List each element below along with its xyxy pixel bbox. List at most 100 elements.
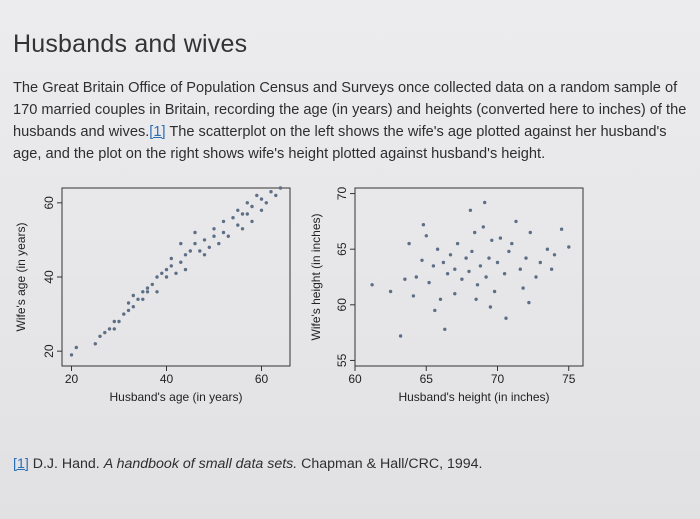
right-data-point: [411, 294, 416, 298]
left-data-point: [69, 353, 74, 357]
right-xtick-label: 70: [491, 372, 505, 386]
footnote-publisher: Chapman & Hall/CRC, 1994.: [297, 456, 483, 472]
right-data-point: [534, 275, 538, 279]
right-data-point: [527, 300, 531, 305]
right-data-point: [549, 267, 554, 271]
left-data-point: [221, 230, 226, 235]
left-ytick-label: 40: [42, 270, 56, 284]
left-data-point: [240, 212, 245, 216]
right-data-point: [528, 230, 532, 235]
right-ytick-label: 65: [335, 242, 349, 256]
left-data-point: [141, 297, 145, 301]
left-data-point: [193, 241, 197, 246]
left-data-point: [250, 219, 254, 224]
right-ytick-label: 70: [335, 187, 349, 201]
height-x-axis-label: Husband's height (in inches): [398, 390, 549, 404]
right-data-point: [370, 283, 374, 287]
left-data-point: [164, 275, 169, 279]
left-data-point: [126, 308, 131, 313]
right-data-point: [464, 256, 468, 260]
right-ytick-label: 60: [335, 298, 349, 312]
left-data-point: [245, 212, 249, 216]
left-data-point: [236, 208, 240, 212]
left-data-point: [93, 342, 98, 346]
page-title: Husbands and wives: [13, 30, 248, 58]
left-data-point: [183, 267, 188, 272]
right-data-point: [414, 275, 418, 279]
right-data-point: [567, 245, 571, 249]
left-data-point: [179, 241, 183, 246]
footnote-author: D.J. Hand.: [28, 456, 104, 472]
right-data-point: [448, 253, 453, 257]
left-data-point: [126, 301, 131, 305]
left-data-point: [103, 330, 107, 335]
left-data-point: [112, 319, 117, 324]
age-x-axis: 20 40 60: [65, 366, 268, 386]
left-data-point: [202, 253, 207, 257]
left-data-point: [136, 297, 140, 301]
left-data-point: [278, 186, 283, 190]
right-data-point: [502, 272, 507, 276]
right-data-point: [403, 277, 407, 281]
right-data-point: [488, 305, 493, 309]
left-data-point: [107, 327, 112, 331]
right-data-point: [427, 280, 431, 285]
footnote-ref-link[interactable]: [1]: [13, 456, 29, 472]
age-points: [69, 186, 283, 357]
left-data-point: [131, 305, 135, 309]
height-y-axis-label: Wife's height (in inches): [309, 213, 323, 340]
left-data-point: [250, 204, 254, 209]
left-data-point: [259, 197, 264, 201]
height-scatterplot: 55 60 65 70 60 65 70 75 Husband's height (in i…: [309, 187, 584, 404]
left-data-point: [98, 334, 102, 338]
left-data-point: [269, 190, 273, 194]
right-data-point: [470, 249, 474, 254]
left-data-point: [155, 275, 159, 279]
height-plot-frame: [354, 187, 584, 367]
right-data-point: [514, 219, 518, 224]
left-data-point: [164, 267, 169, 272]
height-y-axis: 55 60 65 70: [335, 187, 355, 367]
right-data-point: [492, 289, 497, 294]
right-data-point: [475, 283, 480, 287]
right-data-point: [398, 334, 403, 338]
left-data-point: [217, 241, 221, 246]
right-ytick-label: 55: [335, 353, 349, 367]
right-data-point: [498, 236, 503, 240]
left-data-point: [274, 193, 278, 198]
left-data-point: [112, 327, 117, 331]
left-data-point: [264, 201, 268, 205]
left-ytick-label: 20: [42, 344, 56, 358]
right-data-point: [559, 227, 564, 231]
height-x-axis: 60 65 70 75: [348, 366, 576, 386]
left-data-point: [131, 293, 135, 298]
right-data-point: [552, 253, 557, 257]
left-data-point: [169, 264, 173, 268]
right-data-point: [433, 308, 437, 313]
right-data-point: [521, 286, 525, 290]
age-y-axis: 20 40 60: [42, 196, 62, 358]
right-data-point: [484, 275, 488, 279]
left-data-point: [255, 193, 259, 198]
age-scatterplot: 20 40 60 20 40 60 Husband's age (in years) W…: [14, 186, 291, 404]
left-ytick-label: 60: [42, 196, 56, 210]
right-data-point: [474, 297, 478, 301]
left-data-point: [145, 290, 150, 294]
left-data-point: [188, 249, 192, 253]
left-data-point: [150, 282, 154, 287]
right-data-point: [424, 234, 428, 238]
left-data-point: [245, 201, 249, 205]
intro-footnote-link[interactable]: [1]: [149, 124, 166, 140]
right-data-point: [518, 267, 522, 271]
right-data-point: [441, 260, 446, 265]
right-data-point: [495, 260, 500, 265]
left-data-point: [117, 319, 121, 324]
right-data-point: [473, 230, 477, 235]
left-data-point: [174, 271, 178, 275]
right-data-point: [407, 241, 411, 246]
left-data-point: [74, 345, 79, 350]
right-data-point: [443, 327, 447, 331]
right-data-point: [504, 316, 508, 320]
right-data-point: [490, 238, 494, 242]
intro-text: The Great Britain Office of Population C…: [13, 80, 687, 140]
